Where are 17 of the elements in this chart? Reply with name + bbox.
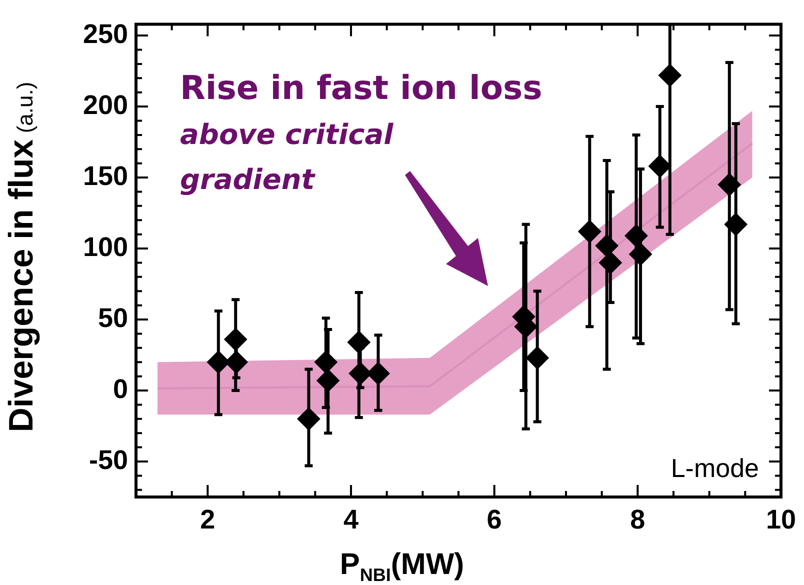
y-tick-label: -50 <box>88 444 128 475</box>
y-tick-label: 150 <box>82 160 128 191</box>
x-tick-label: 4 <box>343 504 359 535</box>
y-tick-label: 0 <box>112 374 128 404</box>
y-axis-title: Divergence in flux (a.u.) <box>2 82 42 432</box>
x-tick-label: 2 <box>200 504 216 535</box>
y-tick-label: 250 <box>82 19 128 50</box>
y-tick-label: 50 <box>98 302 128 333</box>
annotation: above critical gradient <box>180 118 394 196</box>
x-tick-label: 10 <box>766 504 796 535</box>
annotation: L-mode <box>670 453 759 483</box>
x-tick-label: 8 <box>630 504 646 535</box>
x-axis-title: P$_{NBI}$(MW) <box>338 548 466 585</box>
y-tick-label: 200 <box>82 90 128 120</box>
x-tick-label: 6 <box>486 504 502 535</box>
annotation: Rise in fast ion loss <box>180 68 542 108</box>
y-tick-label: 100 <box>82 232 128 262</box>
